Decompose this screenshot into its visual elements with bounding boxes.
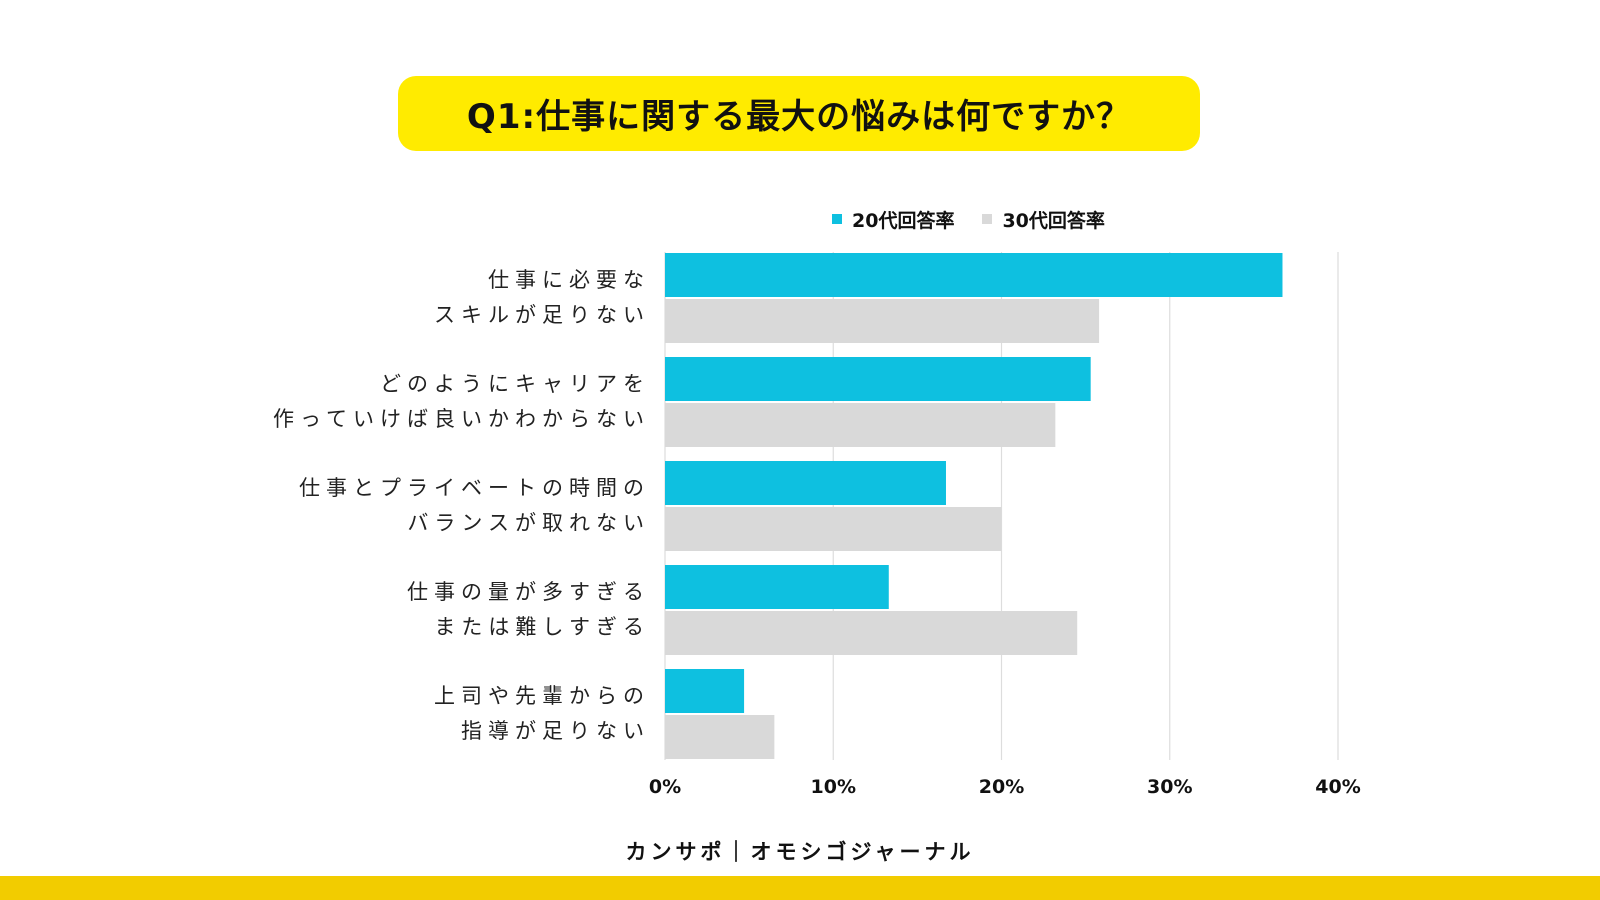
footer-credit: カンサポ｜オモシゴジャーナル [625,840,975,864]
legend-item-20s: 20代回答率 [832,206,954,233]
bar-30s-4 [665,715,775,759]
x-tick-label-2: 20% [979,776,1024,798]
chart-title: Q1:仕事に関する最大の悩みは何ですか？ [466,97,1132,137]
bar-30s-0 [665,299,1100,343]
legend-label-30s: 30代回答率 [1002,209,1105,232]
bar-20s-1 [665,357,1091,401]
bar-20s-4 [665,669,745,713]
legend-label-20s: 20代回答率 [852,209,955,232]
bar-20s-2 [665,461,946,505]
x-tick-label-4: 40% [1315,776,1360,798]
footer-bar [0,876,1600,900]
x-tick-label-0: 0% [649,776,681,798]
bar-20s-0 [665,253,1283,297]
legend-swatch-30s [982,214,993,224]
title-box: Q1:仕事に関する最大の悩みは何ですか？ [398,76,1200,151]
x-tick-label-3: 30% [1147,776,1192,798]
bar-30s-1 [665,403,1056,447]
legend-item-30s: 30代回答率 [982,206,1105,233]
x-tick-label-1: 10% [811,776,856,798]
bar-30s-3 [665,611,1078,655]
bar-30s-2 [665,507,1002,551]
legend-swatch-20s [832,214,842,224]
bar-20s-3 [665,565,889,609]
legend: 20代回答率 30代回答率 [832,204,1105,234]
